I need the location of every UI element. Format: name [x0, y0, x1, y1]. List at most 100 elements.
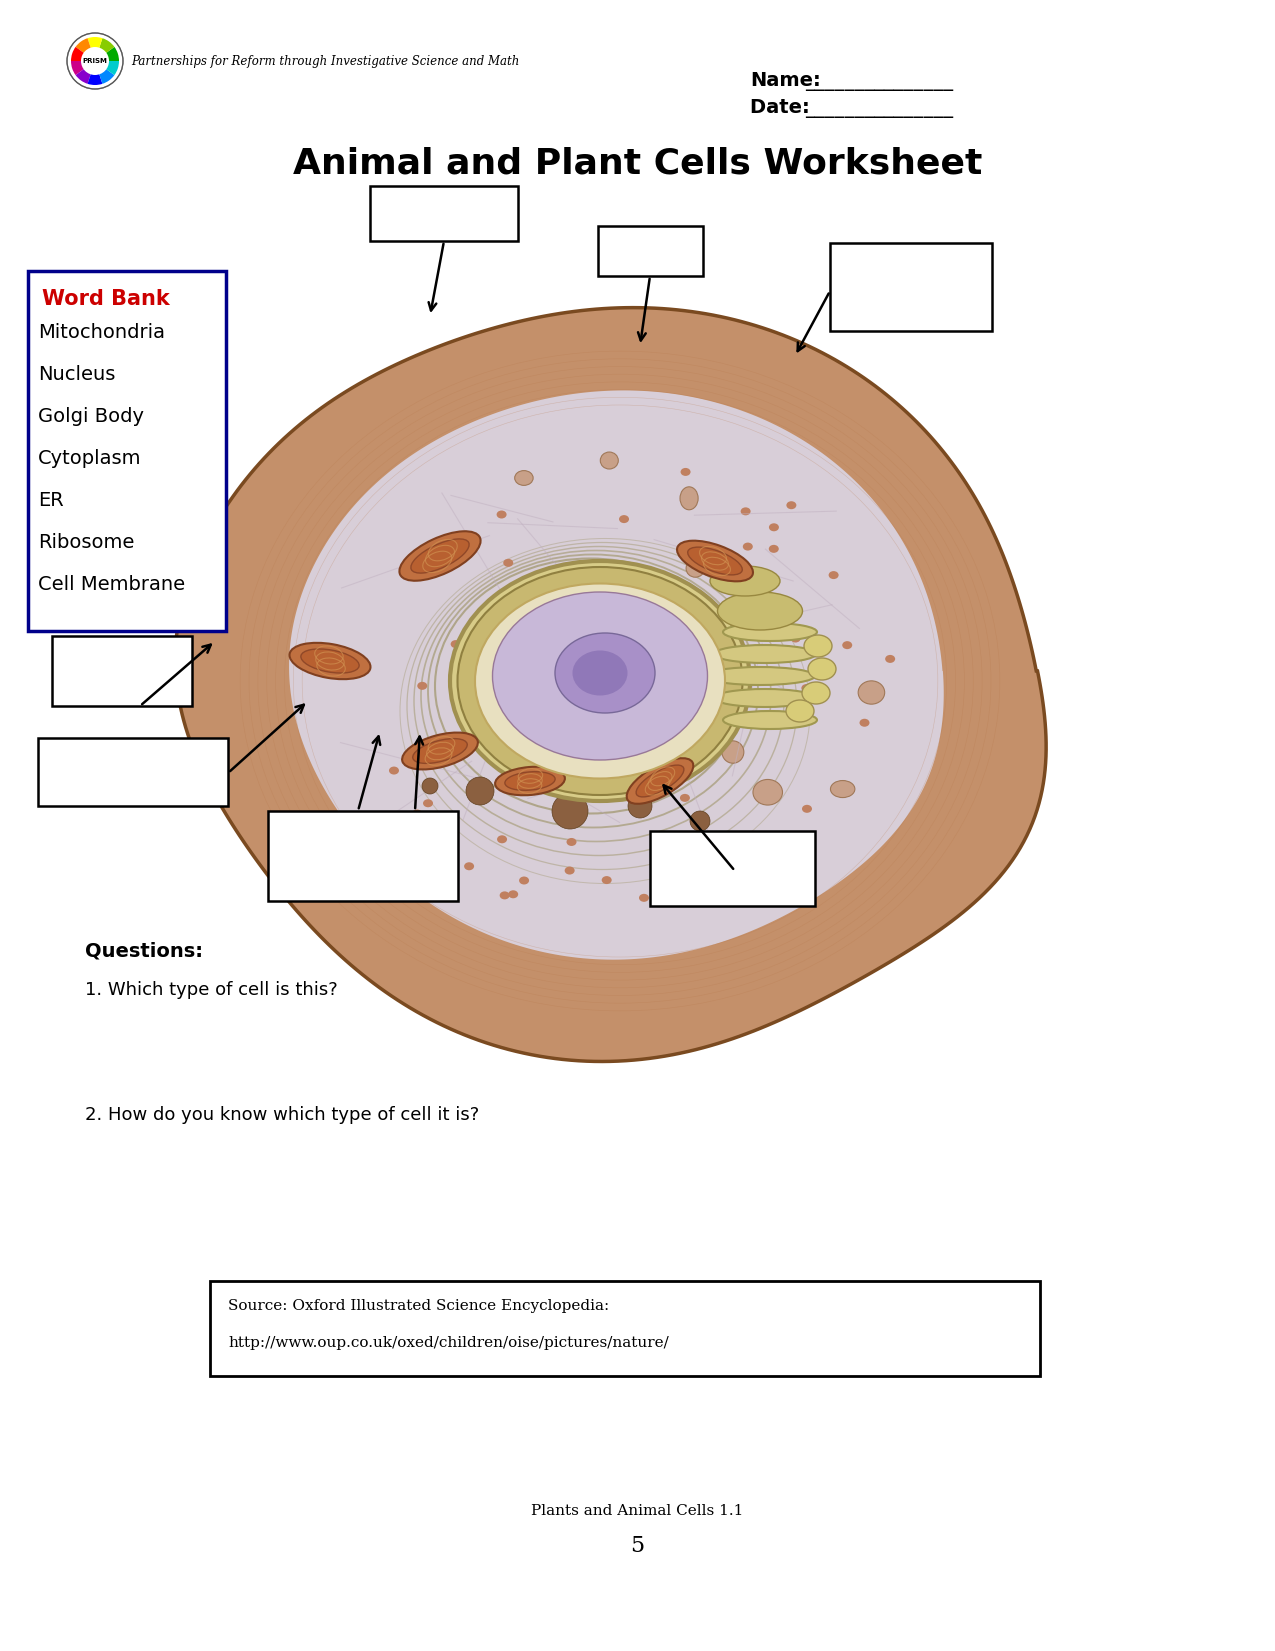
- Ellipse shape: [515, 471, 533, 485]
- Ellipse shape: [411, 538, 469, 573]
- Text: Cell Membrane: Cell Membrane: [38, 575, 185, 594]
- Ellipse shape: [714, 688, 816, 707]
- Bar: [650, 830, 815, 906]
- Ellipse shape: [681, 467, 691, 475]
- Ellipse shape: [636, 764, 683, 797]
- Ellipse shape: [639, 893, 649, 901]
- Ellipse shape: [723, 622, 817, 641]
- Wedge shape: [71, 61, 96, 74]
- Bar: [598, 226, 703, 276]
- Ellipse shape: [601, 452, 618, 469]
- Ellipse shape: [464, 862, 474, 870]
- Text: Nucleus: Nucleus: [38, 365, 115, 385]
- Ellipse shape: [289, 642, 371, 679]
- Circle shape: [690, 811, 710, 830]
- Text: http://www.oup.co.uk/oxed/children/oise/pictures/nature/: http://www.oup.co.uk/oxed/children/oise/…: [228, 1336, 669, 1351]
- Ellipse shape: [620, 515, 629, 523]
- Bar: [830, 243, 992, 330]
- Ellipse shape: [754, 779, 783, 806]
- Circle shape: [465, 778, 493, 806]
- Ellipse shape: [859, 718, 870, 726]
- Ellipse shape: [808, 659, 836, 680]
- Wedge shape: [75, 38, 96, 61]
- Text: Plants and Animal Cells 1.1: Plants and Animal Cells 1.1: [532, 1504, 743, 1517]
- Ellipse shape: [565, 867, 575, 875]
- Text: Date:: Date:: [750, 97, 816, 117]
- Ellipse shape: [405, 816, 416, 824]
- Ellipse shape: [627, 758, 694, 804]
- Text: Ribosome: Ribosome: [38, 533, 134, 551]
- Text: Partnerships for Reform through Investigative Science and Math: Partnerships for Reform through Investig…: [131, 54, 519, 68]
- Text: Animal and Plant Cells Worksheet: Animal and Plant Cells Worksheet: [293, 145, 982, 180]
- Ellipse shape: [722, 741, 743, 763]
- Bar: [268, 811, 458, 901]
- Ellipse shape: [412, 809, 422, 817]
- Ellipse shape: [843, 641, 852, 649]
- Ellipse shape: [450, 641, 460, 649]
- Ellipse shape: [509, 890, 518, 898]
- Bar: [210, 1281, 1040, 1375]
- Ellipse shape: [505, 771, 555, 791]
- Ellipse shape: [576, 560, 587, 568]
- Polygon shape: [289, 390, 944, 959]
- Circle shape: [422, 778, 439, 794]
- Bar: [28, 271, 226, 631]
- Ellipse shape: [492, 593, 708, 759]
- Text: _______________: _______________: [805, 99, 954, 117]
- Ellipse shape: [450, 561, 750, 801]
- Ellipse shape: [885, 655, 895, 664]
- Text: Word Bank: Word Bank: [42, 289, 170, 309]
- Circle shape: [82, 46, 108, 74]
- Ellipse shape: [555, 632, 655, 713]
- Ellipse shape: [476, 583, 725, 779]
- Polygon shape: [176, 307, 1046, 1062]
- Ellipse shape: [500, 892, 510, 900]
- Wedge shape: [96, 38, 115, 61]
- Ellipse shape: [402, 733, 478, 769]
- Ellipse shape: [697, 867, 708, 875]
- Text: _______________: _______________: [805, 73, 954, 91]
- Ellipse shape: [805, 636, 833, 657]
- Ellipse shape: [723, 712, 817, 730]
- Ellipse shape: [787, 502, 797, 509]
- Ellipse shape: [399, 532, 481, 581]
- Ellipse shape: [458, 566, 742, 796]
- Ellipse shape: [496, 510, 506, 518]
- Ellipse shape: [769, 523, 779, 532]
- Ellipse shape: [519, 877, 529, 885]
- Ellipse shape: [602, 877, 612, 883]
- Bar: [52, 636, 193, 707]
- Ellipse shape: [724, 740, 734, 746]
- Wedge shape: [88, 36, 102, 61]
- Ellipse shape: [566, 839, 576, 845]
- Bar: [38, 738, 228, 806]
- Text: Cytoplasm: Cytoplasm: [38, 449, 142, 467]
- Ellipse shape: [413, 738, 467, 763]
- Ellipse shape: [692, 812, 703, 821]
- Ellipse shape: [389, 766, 399, 774]
- Ellipse shape: [686, 560, 705, 578]
- Ellipse shape: [802, 684, 811, 692]
- Ellipse shape: [769, 545, 779, 553]
- Ellipse shape: [504, 558, 514, 566]
- Bar: [370, 187, 518, 241]
- Text: Golgi Body: Golgi Body: [38, 408, 144, 426]
- Wedge shape: [71, 46, 96, 61]
- Text: ER: ER: [38, 490, 64, 510]
- Ellipse shape: [790, 634, 801, 642]
- Ellipse shape: [687, 546, 742, 575]
- Text: 2. How do you know which type of cell it is?: 2. How do you know which type of cell it…: [85, 1106, 479, 1124]
- Wedge shape: [96, 61, 115, 84]
- Ellipse shape: [495, 766, 565, 796]
- Ellipse shape: [718, 593, 802, 631]
- Text: Name:: Name:: [750, 71, 821, 91]
- Wedge shape: [75, 61, 96, 84]
- Text: 5: 5: [630, 1535, 645, 1557]
- Ellipse shape: [802, 804, 812, 812]
- Wedge shape: [96, 46, 119, 61]
- Ellipse shape: [785, 700, 813, 721]
- Ellipse shape: [802, 682, 830, 703]
- Circle shape: [629, 794, 652, 817]
- Circle shape: [552, 792, 588, 829]
- Text: 1. Which type of cell is this?: 1. Which type of cell is this?: [85, 981, 338, 999]
